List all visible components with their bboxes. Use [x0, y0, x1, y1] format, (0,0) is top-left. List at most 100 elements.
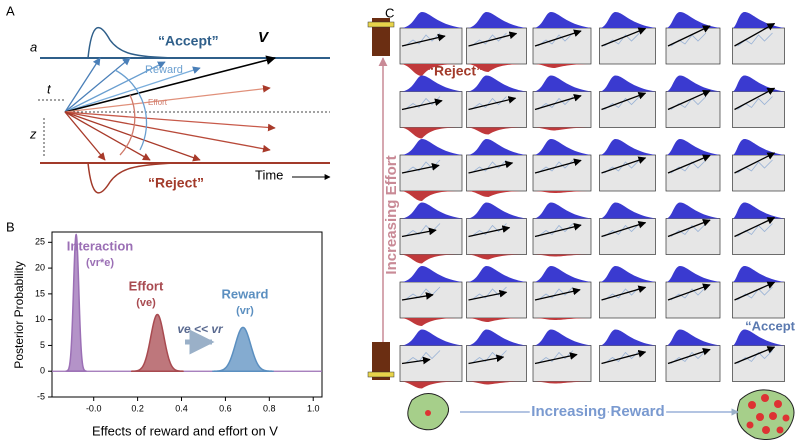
trial-box: [532, 345, 592, 382]
accept-hump: [599, 75, 656, 92]
accept-label: “Accept”: [158, 33, 219, 49]
trial-box: [466, 281, 527, 319]
trial-box: [599, 345, 656, 382]
trial-box: [599, 218, 656, 255]
accept-hump: [466, 202, 527, 219]
drift-arrow: [667, 283, 711, 301]
accept-hump: [732, 266, 785, 282]
density-curve: [131, 313, 184, 372]
drift-arrow: [401, 356, 431, 365]
time-label: Time: [255, 167, 283, 182]
drift-arrow: [468, 160, 514, 174]
accept-hump: [400, 202, 462, 219]
panel-c: C Increasing Effort “Reject” “Accept Inc…: [367, 5, 796, 440]
reject-hump: [466, 381, 527, 385]
accept-hump: [533, 329, 591, 346]
reject-hump: [400, 127, 462, 139]
trial-box: [732, 281, 785, 319]
reject-hump: [533, 127, 591, 131]
reject-hump: [533, 254, 591, 257]
accept-hump: [400, 266, 462, 282]
y-tick-label: -5: [37, 391, 45, 401]
blob-dot: [425, 410, 431, 416]
trial-box: [732, 345, 785, 382]
drift-arrow: [401, 292, 434, 301]
trace: [604, 350, 640, 364]
drift-arrow: [534, 29, 582, 47]
drift-arrow: [468, 225, 511, 238]
x-tick-label: 0.8: [263, 403, 276, 413]
accept-hump: [666, 139, 720, 155]
reject-hump: [466, 318, 527, 322]
density-curve: [65, 233, 87, 372]
reject-label: “Reject”: [148, 175, 204, 191]
y-tick-label: 10: [35, 314, 45, 324]
reject-hump: [466, 127, 527, 135]
accept-hump: [666, 202, 720, 219]
accept-hump: [599, 329, 656, 346]
label-t: t: [47, 81, 52, 96]
trial-box: [466, 154, 527, 192]
comparison-label: ve << vr: [177, 322, 224, 336]
accept-hump: [533, 202, 591, 219]
plot-frame: [51, 231, 323, 398]
drift-arrow: [601, 220, 647, 238]
trial-box: [732, 91, 785, 128]
trace: [604, 32, 640, 47]
accept-hump: [533, 12, 591, 28]
accept-hump: [466, 139, 527, 155]
accept-hump: [400, 75, 462, 92]
trace: [404, 32, 441, 47]
reject-hump: [400, 64, 462, 76]
accept-hump: [466, 12, 527, 28]
reward-label: Reward: [145, 64, 183, 76]
accept-hump: [732, 12, 785, 28]
drift-arrow: [534, 287, 581, 301]
drift-arrow: [601, 285, 647, 301]
panel-label: C: [385, 5, 394, 20]
drift-arrow: [468, 289, 508, 301]
accept-hump: [533, 266, 591, 282]
drift-arrow: [734, 281, 776, 301]
trial-box: [665, 218, 721, 255]
accept-hump: [599, 202, 656, 219]
trace: [537, 286, 574, 301]
reject-hump: [533, 318, 591, 320]
accept-hump: [599, 266, 656, 282]
reject-hump: [466, 254, 527, 260]
label-a: a: [30, 39, 37, 54]
drift-arrow: [468, 354, 505, 365]
accept-hump: [666, 266, 720, 282]
panel-label: B: [6, 219, 15, 234]
y-tick-label: 5: [40, 340, 45, 350]
x-tick-label: 0.2: [131, 403, 144, 413]
trace: [737, 286, 773, 301]
effort-axis-label: Increasing Effort: [383, 155, 400, 274]
accept-hump: [599, 139, 656, 155]
drift-arrow: [667, 25, 711, 47]
x-axis-label: Effects of reward and effort on V: [92, 423, 278, 438]
drift-arrow: [468, 96, 517, 111]
reject-hump: [533, 381, 591, 384]
accept-hump: [732, 202, 785, 219]
trial-box: [399, 218, 463, 255]
reject-hump: [400, 254, 462, 264]
trial-box: [665, 154, 721, 192]
trace: [670, 223, 707, 237]
trace: [670, 286, 707, 301]
reject-hump: [533, 64, 591, 68]
reward-axis-label: Increasing Reward: [531, 403, 664, 420]
accept-hump: [732, 329, 785, 346]
panel-b: B Posterior Probability Effects of rewar…: [6, 219, 323, 438]
trial-box: [399, 281, 463, 319]
trial-box: [665, 345, 721, 382]
trial-box: [466, 91, 527, 128]
trial-box: [532, 281, 592, 319]
x-tick-label: 0.4: [175, 403, 188, 413]
drift-arrow: [734, 152, 776, 174]
trial-box: [732, 218, 785, 255]
y-tick-label: 0: [40, 366, 45, 376]
drift-arrow: [601, 350, 647, 365]
accept-hump: [400, 139, 462, 155]
